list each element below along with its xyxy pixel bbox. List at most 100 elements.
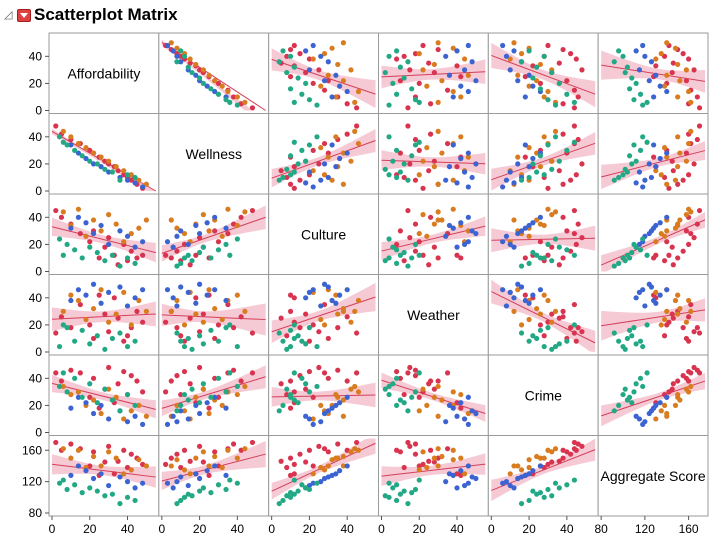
data-point[interactable]: [168, 463, 174, 469]
data-point[interactable]: [397, 252, 403, 258]
data-point[interactable]: [522, 142, 528, 148]
data-point[interactable]: [469, 408, 475, 414]
data-point[interactable]: [541, 455, 547, 461]
data-point[interactable]: [196, 410, 203, 417]
data-point[interactable]: [661, 402, 668, 409]
data-point[interactable]: [420, 252, 426, 258]
data-point[interactable]: [340, 78, 347, 84]
data-point[interactable]: [208, 490, 214, 496]
data-point[interactable]: [344, 88, 350, 95]
data-point[interactable]: [407, 364, 413, 371]
data-point[interactable]: [530, 488, 536, 494]
data-point[interactable]: [405, 105, 411, 111]
data-point[interactable]: [394, 174, 400, 181]
data-point[interactable]: [310, 287, 316, 293]
data-point[interactable]: [664, 88, 670, 95]
data-point[interactable]: [657, 292, 663, 298]
data-point[interactable]: [564, 91, 570, 97]
data-point[interactable]: [318, 53, 324, 59]
data-point[interactable]: [412, 389, 419, 395]
data-point[interactable]: [60, 308, 66, 314]
data-point[interactable]: [321, 322, 328, 328]
data-point[interactable]: [333, 164, 339, 170]
data-point[interactable]: [446, 402, 453, 409]
data-point[interactable]: [299, 91, 305, 97]
data-point[interactable]: [303, 48, 309, 54]
data-point[interactable]: [545, 252, 551, 258]
data-point[interactable]: [503, 177, 510, 183]
data-point[interactable]: [439, 217, 445, 223]
data-point[interactable]: [128, 373, 134, 379]
data-point[interactable]: [287, 181, 294, 187]
data-point[interactable]: [435, 255, 441, 261]
data-point[interactable]: [181, 343, 188, 350]
data-point[interactable]: [168, 378, 174, 384]
data-point[interactable]: [143, 463, 149, 469]
data-point[interactable]: [515, 161, 521, 167]
data-point[interactable]: [185, 335, 191, 342]
data-point[interactable]: [295, 161, 301, 167]
data-point[interactable]: [526, 497, 532, 504]
data-point[interactable]: [688, 301, 694, 308]
data-point[interactable]: [686, 378, 692, 384]
data-point[interactable]: [672, 402, 679, 409]
data-point[interactable]: [426, 458, 432, 464]
data-point[interactable]: [56, 343, 63, 350]
data-point[interactable]: [208, 394, 214, 400]
data-point[interactable]: [355, 389, 362, 395]
data-point[interactable]: [664, 410, 670, 417]
data-point[interactable]: [87, 239, 93, 245]
data-point[interactable]: [287, 405, 294, 411]
data-point[interactable]: [458, 155, 464, 162]
data-point[interactable]: [511, 48, 517, 54]
data-point[interactable]: [522, 297, 528, 304]
data-point[interactable]: [83, 220, 89, 226]
data-point[interactable]: [329, 405, 335, 411]
data-point[interactable]: [571, 105, 578, 111]
data-point[interactable]: [168, 217, 174, 223]
data-point[interactable]: [306, 486, 313, 493]
data-point[interactable]: [242, 209, 248, 215]
data-point[interactable]: [575, 136, 581, 143]
data-point[interactable]: [397, 449, 403, 455]
data-point[interactable]: [121, 447, 127, 453]
data-point[interactable]: [318, 316, 324, 323]
data-point[interactable]: [140, 184, 146, 190]
data-point[interactable]: [106, 241, 112, 248]
data-point[interactable]: [420, 386, 426, 392]
data-point[interactable]: [560, 447, 566, 453]
data-point[interactable]: [124, 303, 131, 309]
data-point[interactable]: [653, 168, 659, 174]
data-point[interactable]: [549, 459, 555, 465]
data-point[interactable]: [337, 400, 343, 406]
data-point[interactable]: [310, 463, 316, 469]
data-point[interactable]: [56, 236, 63, 242]
data-point[interactable]: [439, 150, 445, 156]
data-point[interactable]: [397, 397, 403, 403]
data-point[interactable]: [340, 40, 347, 46]
data-point[interactable]: [60, 370, 66, 376]
data-point[interactable]: [79, 153, 85, 159]
data-point[interactable]: [121, 239, 127, 245]
data-point[interactable]: [541, 494, 547, 500]
data-point[interactable]: [333, 455, 339, 461]
data-point[interactable]: [427, 131, 434, 137]
data-point[interactable]: [335, 441, 341, 447]
data-point[interactable]: [454, 63, 460, 69]
data-point[interactable]: [545, 185, 551, 191]
data-point[interactable]: [670, 168, 676, 174]
data-point[interactable]: [278, 381, 284, 387]
data-point[interactable]: [340, 306, 347, 312]
data-point[interactable]: [386, 255, 392, 261]
data-point[interactable]: [276, 500, 282, 507]
data-point[interactable]: [303, 413, 309, 419]
data-point[interactable]: [675, 255, 681, 261]
data-point[interactable]: [196, 400, 203, 406]
data-point[interactable]: [68, 405, 74, 411]
data-point[interactable]: [291, 295, 297, 301]
data-point[interactable]: [686, 314, 692, 320]
data-point[interactable]: [631, 97, 637, 103]
data-point[interactable]: [409, 394, 415, 400]
data-point[interactable]: [651, 255, 657, 261]
data-point[interactable]: [354, 439, 360, 446]
